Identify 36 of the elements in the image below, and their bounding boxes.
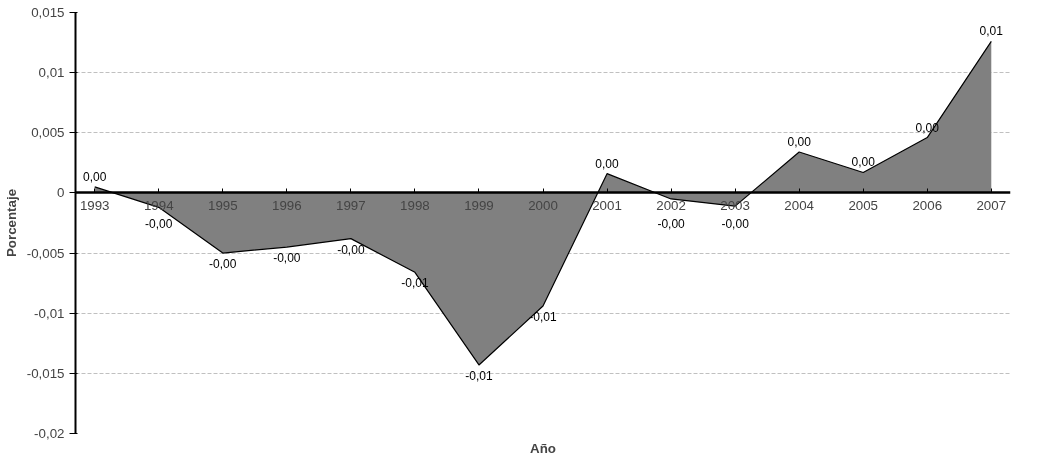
data-label: -0,00 (209, 257, 237, 272)
y-tick-label: 0,005 (31, 125, 65, 141)
data-label: -0,01 (465, 368, 493, 383)
y-tick-label: -0,015 (26, 365, 65, 381)
y-tick-label: 0 (57, 185, 65, 201)
y-tick-label: 0,015 (31, 5, 65, 20)
x-tick-label: 2005 (848, 197, 879, 213)
x-tick-label: 1998 (400, 197, 430, 213)
y-axis-title: Porcentaje (3, 188, 19, 258)
data-label: 0,00 (595, 156, 620, 171)
data-label: 0,00 (83, 169, 107, 184)
x-tick-label: 2007 (976, 197, 1007, 213)
y-tick-label: 0,01 (38, 65, 65, 81)
data-label: -0,01 (529, 310, 557, 324)
data-label: 0,01 (979, 24, 1004, 39)
y-tick-label: -0,005 (26, 245, 65, 261)
x-tick-label: 1996 (272, 197, 302, 213)
data-label: 0,00 (851, 155, 876, 170)
y-tick-label: -0,01 (34, 305, 65, 321)
data-label: 0,00 (787, 135, 812, 150)
data-label: -0,00 (657, 216, 686, 231)
x-tick-label: 2000 (528, 197, 558, 213)
data-label: -0,00 (337, 242, 365, 257)
data-label: -0,00 (721, 216, 750, 231)
x-tick-label: 1997 (336, 197, 366, 213)
x-tick-label: 2001 (592, 197, 622, 213)
x-axis-title: Año (530, 440, 556, 456)
x-tick-label: 2004 (784, 197, 815, 213)
x-tick-label: 2002 (656, 197, 686, 213)
y-tick-label: -0,02 (34, 426, 65, 441)
x-tick-label: 1995 (207, 197, 238, 213)
x-tick-label: 1999 (464, 197, 494, 213)
x-tick-label: 2006 (912, 197, 943, 213)
data-label: -0,00 (145, 216, 173, 231)
x-tick-label: 1993 (79, 197, 110, 213)
data-label: -0,00 (273, 251, 301, 266)
